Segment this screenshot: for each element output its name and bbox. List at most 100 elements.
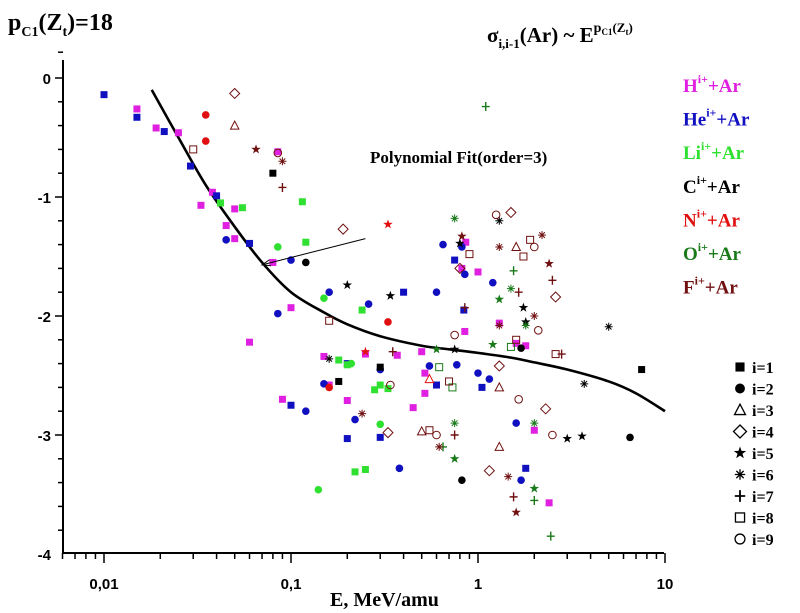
legend-item-h: Hi++Ar bbox=[683, 72, 742, 97]
marker-open-circle bbox=[734, 533, 746, 545]
data-point bbox=[509, 492, 518, 502]
marker-circle bbox=[320, 294, 328, 302]
marker-open-square bbox=[734, 512, 746, 523]
data-point bbox=[302, 258, 310, 267]
legend-charge-label: i=8 bbox=[752, 511, 774, 528]
marker-square bbox=[335, 356, 343, 364]
marker-square bbox=[376, 363, 384, 371]
marker-square bbox=[461, 327, 469, 335]
marker-square bbox=[418, 348, 426, 356]
marker-square bbox=[231, 235, 239, 243]
data-point bbox=[320, 352, 328, 360]
data-point bbox=[433, 381, 441, 389]
legend-charge-label: i=2 bbox=[752, 382, 774, 399]
data-point bbox=[626, 433, 634, 442]
marker-star bbox=[251, 144, 261, 154]
data-point bbox=[449, 344, 460, 354]
fit-curve-line bbox=[150, 89, 666, 413]
data-point bbox=[526, 235, 535, 244]
data-point bbox=[382, 426, 394, 439]
data-point bbox=[511, 507, 521, 517]
data-point bbox=[274, 243, 282, 251]
axes: 0 -1 -2 -3 -4 0,01 0,1 1 10 bbox=[38, 51, 674, 593]
chart-title-left: pC1(Zt)=18 bbox=[8, 10, 113, 40]
data-point bbox=[384, 385, 392, 393]
data-point bbox=[478, 383, 486, 391]
data-point bbox=[544, 258, 554, 268]
data-point bbox=[457, 231, 467, 241]
marker-circle bbox=[485, 375, 494, 383]
data-point bbox=[152, 124, 160, 132]
legend-marker-open-square bbox=[734, 512, 746, 523]
data-point bbox=[604, 322, 613, 331]
marker-square bbox=[522, 464, 530, 472]
data-point bbox=[213, 192, 221, 200]
data-point bbox=[435, 442, 444, 451]
data-point bbox=[325, 383, 333, 392]
marker-square bbox=[246, 239, 254, 247]
marker-diamond bbox=[732, 424, 748, 439]
data-point bbox=[314, 485, 323, 494]
marker-square bbox=[133, 105, 141, 113]
data-point bbox=[421, 389, 429, 397]
data-point bbox=[298, 198, 306, 206]
marker-asterisk bbox=[495, 321, 504, 330]
data-point bbox=[562, 433, 572, 443]
legend-item-n: Ni++Ar bbox=[683, 206, 740, 231]
data-point bbox=[217, 199, 225, 207]
data-point bbox=[491, 210, 501, 220]
marker-open-square bbox=[512, 335, 521, 344]
marker-star bbox=[520, 316, 531, 326]
data-point bbox=[424, 373, 435, 384]
marker-square bbox=[545, 499, 553, 507]
marker-circle bbox=[314, 485, 323, 494]
marker-diamond bbox=[229, 87, 241, 100]
data-point bbox=[530, 312, 539, 320]
marker-star bbox=[733, 446, 747, 459]
marker-star bbox=[529, 483, 540, 493]
marker-circle bbox=[274, 309, 282, 318]
data-point bbox=[449, 453, 460, 463]
data-point bbox=[278, 395, 286, 403]
marker-star bbox=[449, 344, 460, 354]
data-point bbox=[201, 137, 210, 145]
legend-item-c: Ci++Ar bbox=[683, 173, 740, 198]
legend-item-f: Fi++Ar bbox=[683, 274, 738, 299]
marker-square bbox=[393, 351, 401, 359]
marker-square bbox=[371, 386, 379, 394]
data-point bbox=[376, 363, 384, 371]
marker-plus bbox=[278, 182, 287, 192]
marker-asterisk bbox=[435, 442, 444, 451]
data-point bbox=[287, 401, 295, 409]
series-c bbox=[269, 169, 646, 485]
data-point bbox=[278, 182, 287, 192]
marker-square bbox=[217, 199, 225, 207]
marker-circle bbox=[517, 476, 525, 485]
marker-circle bbox=[274, 243, 282, 251]
x-tick-label: 0,01 bbox=[89, 576, 118, 593]
marker-square bbox=[186, 162, 194, 170]
data-point bbox=[274, 148, 282, 156]
data-point bbox=[495, 216, 504, 225]
marker-asterisk bbox=[504, 472, 513, 481]
marker-asterisk bbox=[506, 284, 515, 293]
annotation-text: Polynomial Fit(order=3) bbox=[370, 148, 547, 167]
data-point bbox=[431, 344, 442, 354]
marker-plus bbox=[509, 492, 518, 502]
data-point bbox=[520, 316, 531, 326]
marker-square bbox=[287, 401, 295, 409]
data-point bbox=[287, 304, 295, 312]
data-point bbox=[529, 483, 540, 493]
legend-charge-label: i=3 bbox=[752, 403, 774, 420]
marker-circle bbox=[489, 278, 497, 287]
marker-square bbox=[376, 433, 384, 441]
marker-open-square bbox=[526, 235, 535, 244]
data-point bbox=[174, 129, 182, 137]
marker-open-circle bbox=[514, 394, 523, 404]
marker-square bbox=[421, 389, 429, 397]
legend-charge-label: i=7 bbox=[752, 489, 774, 506]
marker-square bbox=[376, 381, 384, 389]
data-point bbox=[421, 369, 429, 377]
marker-open-circle bbox=[386, 380, 395, 390]
x-tick-label: 10 bbox=[657, 576, 674, 593]
